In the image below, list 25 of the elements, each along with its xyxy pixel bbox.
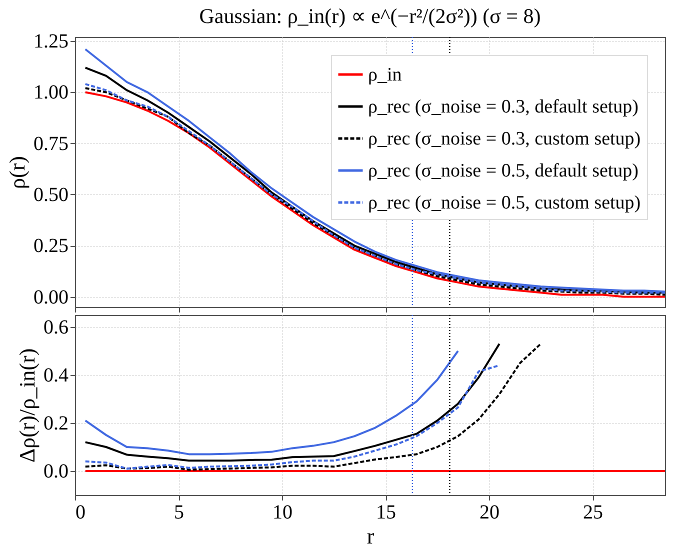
x-tick-label: 5 bbox=[174, 502, 184, 524]
y-tick-label: 0.4 bbox=[44, 364, 68, 386]
y-tick-label: 0.75 bbox=[34, 132, 68, 155]
y-tick-label: 0.00 bbox=[34, 286, 68, 308]
chart-title: Gaussian: ρ_in(r) ∝ e^(−r²/(2σ²)) (σ = 8) bbox=[199, 4, 541, 28]
y-tick-label: 0.50 bbox=[34, 184, 68, 206]
x-tick-label: 25 bbox=[583, 502, 604, 524]
legend-label: ρ_rec (σ_noise = 0.5, default setup) bbox=[368, 160, 638, 182]
y-axis-title: ρ(r) bbox=[4, 156, 30, 189]
y-tick-label: 0.0 bbox=[44, 460, 68, 482]
x-tick-label: 10 bbox=[272, 502, 293, 524]
x-tick-label: 0 bbox=[76, 502, 86, 524]
legend-label: ρ_in bbox=[368, 64, 402, 86]
y-tick-label: 0.2 bbox=[44, 412, 68, 434]
x-tick-label: 20 bbox=[480, 502, 500, 524]
y-tick-label: 0.25 bbox=[34, 235, 68, 258]
x-axis-title: r bbox=[366, 524, 375, 548]
x-tick-label: 15 bbox=[376, 502, 396, 524]
legend-label: ρ_rec (σ_noise = 0.3, custom setup) bbox=[368, 128, 641, 150]
legend-label: ρ_rec (σ_noise = 0.3, default setup) bbox=[368, 96, 638, 118]
y-tick-label: 1.00 bbox=[34, 82, 68, 104]
y-tick-label: 0.6 bbox=[44, 316, 68, 338]
y-tick-label: 1.25 bbox=[34, 30, 68, 53]
legend-label: ρ_rec (σ_noise = 0.5, custom setup) bbox=[368, 192, 641, 214]
y-axis-title: Δρ(r)/ρ_in(r) bbox=[14, 348, 40, 463]
